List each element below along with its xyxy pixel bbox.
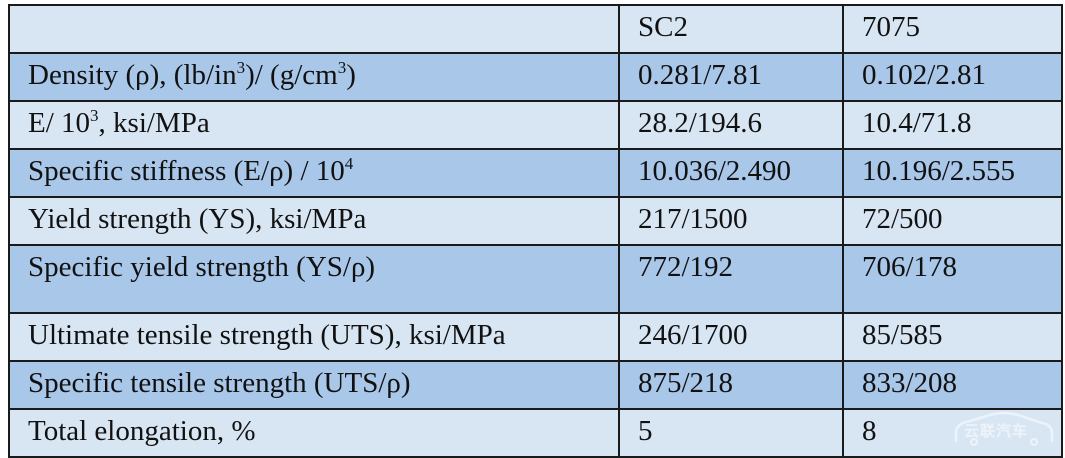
7075-value-cell: 833/208 xyxy=(842,360,1063,410)
sc2-value-cell: 246/1700 xyxy=(618,312,844,362)
watermark-text: 云联汽车 xyxy=(964,422,1029,440)
sc2-value-cell: 217/1500 xyxy=(618,196,844,246)
table-row: Total elongation, % 5 8 xyxy=(8,408,1063,458)
property-cell: Yield strength (YS), ksi/MPa xyxy=(8,196,620,246)
7075-value-cell: 706/178 xyxy=(842,244,1063,314)
table-row: E/ 103, ksi/MPa 28.2/194.6 10.4/71.8 xyxy=(8,100,1063,150)
property-cell: Density (ρ), (lb/in3)/ (g/cm3) xyxy=(8,52,620,102)
car-outline-icon xyxy=(954,411,1054,446)
property-cell: E/ 103, ksi/MPa xyxy=(8,100,620,150)
table-row: Specific yield strength (YS/ρ) 772/192 7… xyxy=(8,244,1063,314)
header-cell-property xyxy=(8,4,620,54)
property-cell: Specific stiffness (E/ρ) / 104 xyxy=(8,148,620,198)
sc2-value-cell: 10.036/2.490 xyxy=(618,148,844,198)
header-cell-7075: 7075 xyxy=(842,4,1063,54)
7075-value-cell: 0.102/2.81 xyxy=(842,52,1063,102)
header-row: SC2 7075 xyxy=(8,4,1063,54)
table-row: Ultimate tensile strength (UTS), ksi/MPa… xyxy=(8,312,1063,362)
7075-value-cell: 72/500 xyxy=(842,196,1063,246)
sc2-value-cell: 772/192 xyxy=(618,244,844,314)
property-cell: Specific yield strength (YS/ρ) xyxy=(8,244,620,314)
property-cell: Ultimate tensile strength (UTS), ksi/MPa xyxy=(8,312,620,362)
7075-value-cell: 10.196/2.555 xyxy=(842,148,1063,198)
7075-value-cell: 10.4/71.8 xyxy=(842,100,1063,150)
watermark-logo: 云联汽车 xyxy=(950,411,1058,447)
7075-value-cell: 85/585 xyxy=(842,312,1063,362)
sc2-value-cell: 875/218 xyxy=(618,360,844,410)
header-cell-sc2: SC2 xyxy=(618,4,844,54)
property-cell: Specific tensile strength (UTS/ρ) xyxy=(8,360,620,410)
table-row: Density (ρ), (lb/in3)/ (g/cm3) 0.281/7.8… xyxy=(8,52,1063,102)
sc2-value-cell: 5 xyxy=(618,408,844,458)
table-row: Yield strength (YS), ksi/MPa 217/1500 72… xyxy=(8,196,1063,246)
sc2-value-cell: 0.281/7.81 xyxy=(618,52,844,102)
table-row: Specific tensile strength (UTS/ρ) 875/21… xyxy=(8,360,1063,410)
property-cell: Total elongation, % xyxy=(8,408,620,458)
table-row: Specific stiffness (E/ρ) / 104 10.036/2.… xyxy=(8,148,1063,198)
sc2-value-cell: 28.2/194.6 xyxy=(618,100,844,150)
material-properties-table: SC2 7075 Density (ρ), (lb/in3)/ (g/cm3) … xyxy=(8,4,1063,458)
